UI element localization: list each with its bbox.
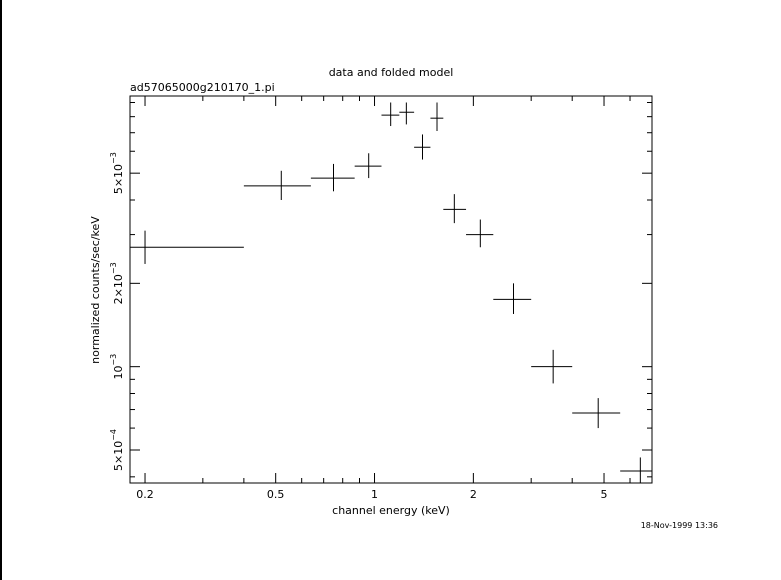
data-point [354, 153, 382, 179]
x-tick-label: 0.2 [136, 488, 154, 501]
axis-tick-labels: 0.2 0.5 1 2 5 5×10−4 10−3 2×10−3 5×10−3 [109, 152, 608, 501]
y-tick-label: 5×10−4 [109, 429, 125, 471]
chart-title: data and folded model [329, 66, 454, 79]
timestamp: 18-Nov-1999 13:36 [641, 521, 718, 530]
data-point [531, 349, 573, 384]
data-point [620, 457, 652, 483]
data-point [414, 134, 431, 160]
data-point [243, 170, 311, 200]
data-point [493, 283, 532, 314]
y-tick-label: 2×10−3 [109, 262, 125, 304]
data-point [310, 163, 355, 192]
data-point [381, 102, 400, 127]
axis-ticks [130, 96, 653, 483]
y-tick-label: 10−3 [109, 354, 125, 380]
data-point [399, 102, 415, 125]
chart-subtitle: ad57065000g210170_1.pi [130, 81, 275, 94]
window-left-border [0, 0, 2, 580]
x-tick-label: 2 [470, 488, 477, 501]
data-point [430, 102, 444, 132]
data-point [572, 398, 621, 429]
x-tick-label: 1 [371, 488, 378, 501]
data-point [130, 230, 244, 264]
y-axis-label: normalized counts/sec/keV [89, 216, 102, 364]
x-axis-label: channel energy (keV) [332, 504, 450, 517]
plot-frame [129, 95, 653, 484]
x-tick-label: 5 [601, 488, 608, 501]
data-point [443, 194, 467, 224]
x-tick-label: 0.5 [267, 488, 285, 501]
data-points [130, 102, 652, 483]
data-point [466, 219, 494, 248]
y-tick-label: 5×10−3 [109, 152, 125, 194]
